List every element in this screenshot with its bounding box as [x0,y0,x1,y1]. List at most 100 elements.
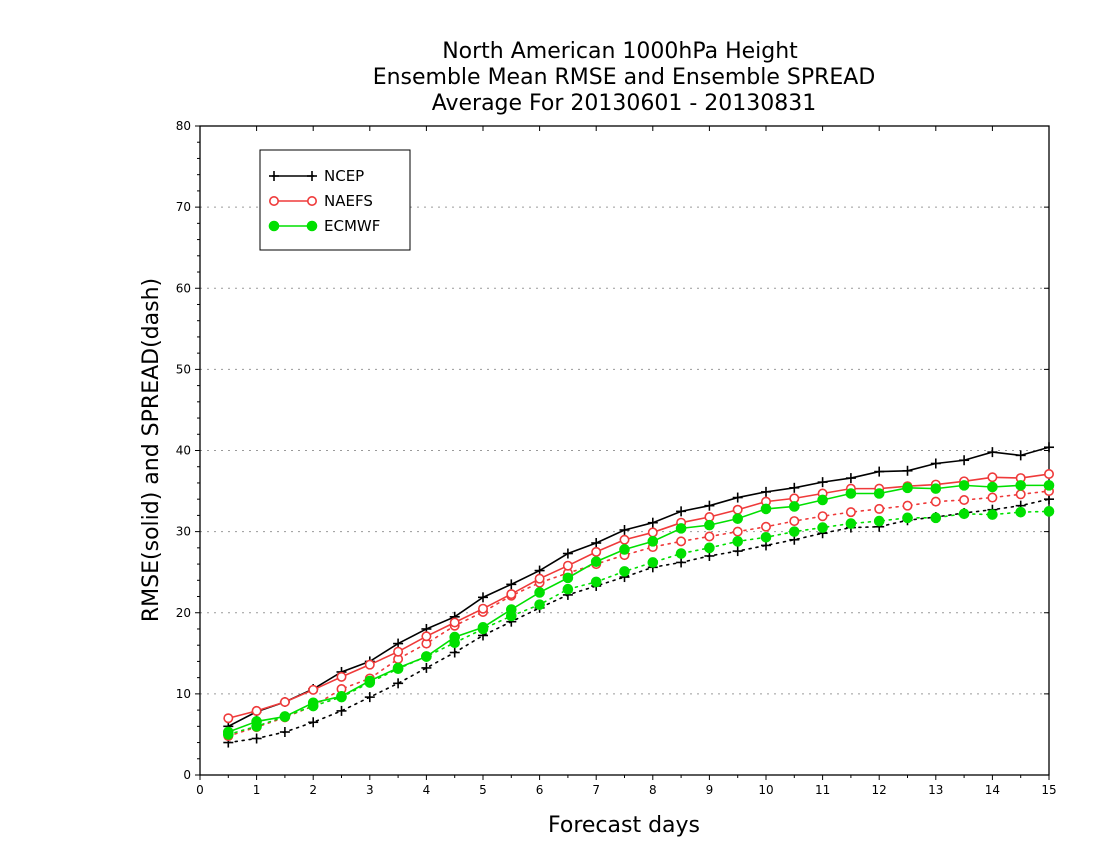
rmse-point-ncep [761,486,771,497]
rmse-point-ecmwf [873,488,885,499]
spread-point-naefs [845,507,856,518]
spread-point-naefs [676,536,687,547]
y-tick-label-50: 50 [176,362,191,376]
rmse-point-ecmwf [477,622,489,633]
series-ecmwf [223,480,1055,740]
rmse-point-naefs [647,527,658,538]
rmse-point-ncep [619,525,630,536]
spread-point-naefs [760,521,771,532]
legend-label-ncep: NCEP [324,167,364,185]
x-tick-label-4: 4 [423,783,431,797]
rmse-point-ecmwf [279,711,291,722]
spread-point-ecmwf [873,515,885,527]
series-group [223,442,1055,748]
rmse-point-naefs [336,671,347,682]
x-tick-label-0: 0 [196,783,204,797]
x-tick-label-5: 5 [479,783,487,797]
rmse-point-naefs [421,631,432,642]
spread-point-ncep [279,727,290,738]
rmse-point-ecmwf [1043,480,1055,491]
rmse-point-ecmwf [590,556,602,567]
spread-point-naefs [902,500,913,511]
spread-point-ncep [308,717,319,728]
rmse-point-ncep [959,455,970,466]
legend-item-naefs: NAEFS [268,192,373,210]
rmse-point-ecmwf [1015,480,1027,491]
rmse-point-ncep [562,548,573,559]
spread-point-naefs [959,494,970,505]
spread-point-ecmwf [760,532,772,543]
spread-point-ecmwf [590,576,602,588]
rmse-point-ecmwf [619,544,630,555]
series-naefs [223,469,1055,742]
rmse-point-ncep [987,447,998,458]
rmse-point-ecmwf [845,488,857,499]
spread-point-naefs [874,503,885,514]
rmse-line-ecmwf [228,484,1049,733]
spread-point-ecmwf [987,509,998,520]
rmse-point-ncep [902,465,913,476]
spread-point-ecmwf [845,518,857,529]
rmse-point-naefs [223,713,234,724]
y-tick-label-10: 10 [176,687,191,701]
rmse-point-naefs [477,603,488,614]
rmse-point-naefs [308,684,319,695]
rmse-line-naefs [228,473,1050,719]
rmse-point-naefs [279,696,290,707]
rmse-point-naefs [732,504,743,515]
legend-label-ecmwf: ECMWF [324,217,380,235]
legend-item-ecmwf: ECMWF [268,217,380,235]
spread-point-ecmwf [930,512,942,524]
legend-marker-ecmwf [306,220,318,232]
rmse-point-ncep [874,466,885,477]
spread-point-ecmwf [1015,506,1027,518]
rmse-point-naefs [987,472,998,483]
rmse-point-naefs [1044,469,1055,480]
spread-point-ncep [364,692,375,703]
y-tick-label-60: 60 [176,281,191,295]
spread-point-ecmwf [704,542,715,554]
rmse-point-ncep [732,492,743,503]
rmse-point-ncep [845,473,856,484]
rmse-point-ncep [789,482,800,493]
legend-marker-ncep [269,171,279,181]
spread-point-ecmwf [562,583,574,595]
spread-point-ecmwf [675,548,687,559]
spread-point-ecmwf [958,508,970,520]
rmse-point-naefs [619,534,630,545]
spread-point-naefs [704,531,715,542]
chart-title-line-1: North American 1000hPa Height [442,39,798,64]
rmse-point-ncep [676,506,687,517]
rmse-point-ncep [647,517,658,528]
spread-point-ecmwf [902,512,913,524]
rmse-point-ncep [1015,450,1026,461]
spread-line-naefs [227,490,1050,737]
rmse-point-ecmwf [704,519,715,531]
y-tick-label-0: 0 [183,768,191,782]
rmse-point-ecmwf [392,662,404,674]
rmse-point-ecmwf [364,675,376,687]
rmse-point-ecmwf [336,691,347,702]
rmse-point-ecmwf [817,494,828,506]
rmse-point-ecmwf [421,651,432,662]
x-tick-label-13: 13 [928,783,943,797]
x-tick-label-6: 6 [536,783,544,797]
rmse-point-ecmwf [987,481,998,493]
x-tick-label-15: 15 [1041,783,1056,797]
legend-item-ncep: NCEP [269,167,364,185]
rmse-point-ncep [704,500,715,511]
spread-point-naefs [732,526,743,537]
spread-point-ncep [421,662,432,673]
rmse-point-ecmwf [251,716,262,727]
x-tick-label-14: 14 [985,783,1000,797]
rmse-point-ncep [1044,442,1054,453]
rmse-point-ncep [930,458,941,469]
y-tick-label-30: 30 [176,525,191,539]
rmse-point-ecmwf [307,697,319,709]
y-tick-label-70: 70 [176,200,191,214]
legend-marker-naefs [268,196,279,207]
x-tick-label-7: 7 [592,783,600,797]
y-tick-label-40: 40 [176,444,191,458]
rmse-point-ncep [591,537,602,548]
x-tick-label-9: 9 [706,783,714,797]
